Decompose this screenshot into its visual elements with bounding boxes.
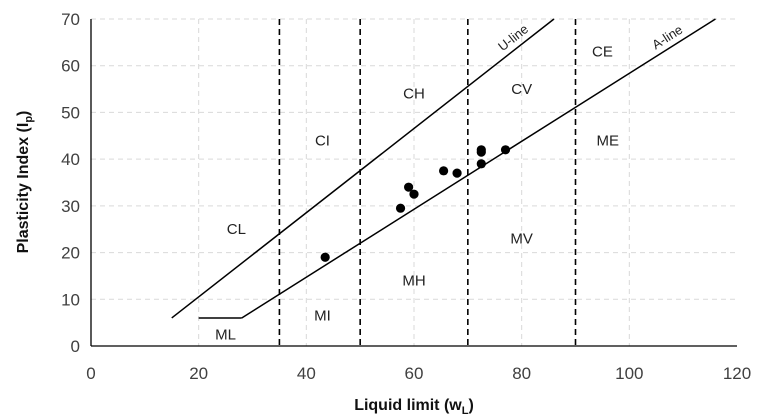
a-line — [241, 18, 716, 319]
y-tick-label: 10 — [61, 290, 80, 309]
grid — [91, 18, 737, 346]
x-tick-label: 100 — [615, 364, 643, 383]
x-axis-label: Liquid limit (wL) — [354, 397, 474, 417]
zone-label-mv: MV — [510, 231, 533, 248]
x-tick-label: 80 — [512, 364, 531, 383]
x-tick-label: 0 — [86, 364, 95, 383]
u-line — [171, 18, 555, 319]
zone-label-cl: CL — [227, 221, 246, 238]
zone-label-ci: CI — [315, 132, 330, 149]
x-tick-label: 120 — [723, 364, 751, 383]
data-point — [409, 189, 419, 199]
x-ticks: 0 20 40 60 80 100 120 — [86, 364, 751, 383]
y-ticks: 0 10 20 30 40 50 60 70 — [61, 10, 80, 356]
zone-boundaries — [278, 19, 577, 346]
data-point — [404, 182, 414, 192]
zone-label-ml: ML — [215, 326, 236, 343]
classification-lines — [171, 18, 716, 319]
line-labels: U-line A-line — [495, 21, 685, 54]
data-points — [320, 145, 511, 262]
zone-label-cv: CV — [511, 81, 532, 98]
y-tick-label: 0 — [71, 337, 80, 356]
data-point — [476, 145, 486, 155]
y-tick-label: 70 — [61, 10, 80, 29]
data-point — [452, 168, 462, 178]
y-axis-label: Plasticity Index (Ip) — [15, 111, 35, 254]
x-tick-label: 20 — [189, 364, 208, 383]
data-point — [476, 159, 486, 169]
zone-label-me: ME — [597, 132, 620, 149]
a-line-label: A-line — [649, 22, 685, 52]
data-point — [395, 203, 406, 213]
data-point — [500, 145, 511, 155]
y-tick-label: 40 — [61, 150, 80, 169]
data-point — [439, 166, 449, 176]
u-line-label: U-line — [495, 21, 531, 54]
zone-label-mi: MI — [314, 308, 331, 325]
zone-label-mh: MH — [402, 273, 425, 290]
data-point — [320, 252, 330, 262]
x-tick-label: 60 — [405, 364, 424, 383]
zone-labels: CL CI CH CV CE ML MI MH MV ME — [215, 44, 619, 344]
zone-label-ch: CH — [403, 86, 425, 103]
zone-label-ce: CE — [592, 44, 613, 61]
y-tick-label: 60 — [61, 57, 80, 76]
y-tick-label: 20 — [61, 244, 80, 263]
axes — [90, 19, 737, 347]
y-tick-label: 30 — [61, 197, 80, 216]
x-tick-label: 40 — [297, 364, 316, 383]
y-tick-label: 50 — [61, 103, 80, 122]
